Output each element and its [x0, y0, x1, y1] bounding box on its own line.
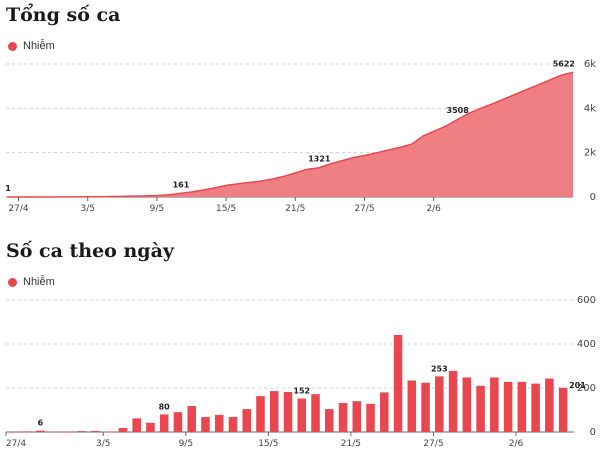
x-tick-label: 3/5 [80, 204, 94, 214]
bar[interactable] [338, 402, 348, 432]
line-series-nhiem [8, 71, 574, 198]
area-series-nhiem[interactable] [8, 72, 573, 197]
bar[interactable] [214, 414, 224, 432]
x-tick-label: 27/5 [354, 204, 374, 214]
bar[interactable] [173, 412, 183, 432]
bar[interactable] [558, 387, 568, 432]
y-tick-label: 0 [590, 192, 596, 203]
bar[interactable] [545, 378, 554, 432]
bar[interactable] [228, 417, 238, 432]
data-label: 253 [431, 364, 448, 373]
bar[interactable] [311, 394, 320, 432]
x-tick-label: 9/5 [179, 439, 193, 449]
bar[interactable] [490, 377, 499, 432]
y-tick-label: 0 [590, 427, 596, 438]
bar[interactable] [118, 428, 128, 432]
data-label: 1321 [308, 155, 331, 164]
x-tick-label: 15/5 [258, 439, 278, 449]
bar[interactable] [159, 414, 169, 432]
bar[interactable] [22, 431, 31, 433]
daily-cases-chart: 0 200 400 600 27/4 3/5 9/5 15/5 21/5 27/5 2/6 6 80 15… [5, 295, 596, 449]
data-label: 1 [5, 184, 11, 193]
bar[interactable] [448, 370, 458, 432]
data-label: 152 [293, 387, 310, 396]
bar[interactable] [421, 382, 430, 432]
legend-label: Nhiễm [23, 276, 55, 288]
y-tick-label: 200 [577, 383, 596, 394]
chart-title-daily: Số ca theo ngày [6, 240, 174, 262]
total-cases-chart: 0 2k 4k 6k 27/4 3/5 9/5 15/5 21/5 27/5 2/6 1 161 1321… [5, 59, 596, 214]
bar[interactable] [435, 376, 444, 432]
bar[interactable] [297, 398, 307, 432]
y-tick-label: 6k [584, 59, 596, 70]
bar[interactable] [201, 417, 210, 432]
bar[interactable] [393, 334, 403, 432]
y-tick-label: 600 [577, 295, 596, 306]
data-label: 3508 [447, 106, 470, 115]
legend-marker [8, 41, 17, 51]
x-tick-label: 15/5 [216, 204, 236, 214]
bar[interactable] [91, 430, 100, 432]
x-tick-label: 21/5 [341, 439, 361, 449]
chart-title-total: Tổng số ca [6, 4, 121, 26]
bar[interactable] [256, 396, 265, 432]
bar[interactable] [132, 418, 141, 432]
bar[interactable] [476, 385, 485, 432]
y-tick-label: 2k [584, 148, 596, 159]
bar[interactable] [366, 403, 375, 432]
x-tick-label: 3/5 [96, 439, 110, 449]
bar[interactable] [8, 431, 18, 433]
bar[interactable] [503, 381, 513, 432]
data-label: 201 [569, 381, 586, 390]
y-tick-label: 4k [584, 103, 596, 114]
bar[interactable] [269, 391, 279, 432]
x-tick-label: 9/5 [150, 204, 164, 214]
legend-label: Nhiễm [23, 40, 55, 52]
bar[interactable] [407, 380, 417, 432]
bar[interactable] [242, 409, 251, 432]
bar[interactable] [187, 406, 196, 432]
bar[interactable] [104, 431, 114, 433]
bar[interactable] [325, 409, 334, 432]
y-tick-label: 400 [577, 339, 596, 350]
x-tick-label: 27/4 [8, 204, 28, 214]
data-label: 6 [38, 419, 44, 428]
bar[interactable] [352, 401, 362, 432]
bar[interactable] [146, 422, 155, 432]
bar[interactable] [531, 383, 540, 432]
legend-total[interactable]: Nhiễm [8, 40, 55, 52]
bar[interactable] [49, 431, 59, 433]
legend-marker [8, 277, 17, 287]
bar[interactable] [517, 381, 527, 432]
x-tick-label: 2/6 [426, 204, 441, 214]
x-tick-label: 27/4 [6, 439, 26, 449]
bar[interactable] [77, 431, 86, 432]
x-tick-label: 2/6 [509, 439, 524, 449]
bar[interactable] [380, 392, 389, 432]
x-tick-label: 21/5 [285, 204, 305, 214]
bar[interactable] [283, 391, 293, 432]
legend-daily[interactable]: Nhiễm [8, 276, 55, 288]
x-tick-label: 27/5 [423, 439, 443, 449]
bar[interactable] [462, 377, 472, 432]
bar[interactable] [63, 431, 73, 433]
data-label: 5622 [553, 59, 575, 68]
data-label: 161 [173, 180, 190, 189]
bar[interactable] [36, 430, 45, 432]
data-label: 80 [159, 402, 171, 411]
